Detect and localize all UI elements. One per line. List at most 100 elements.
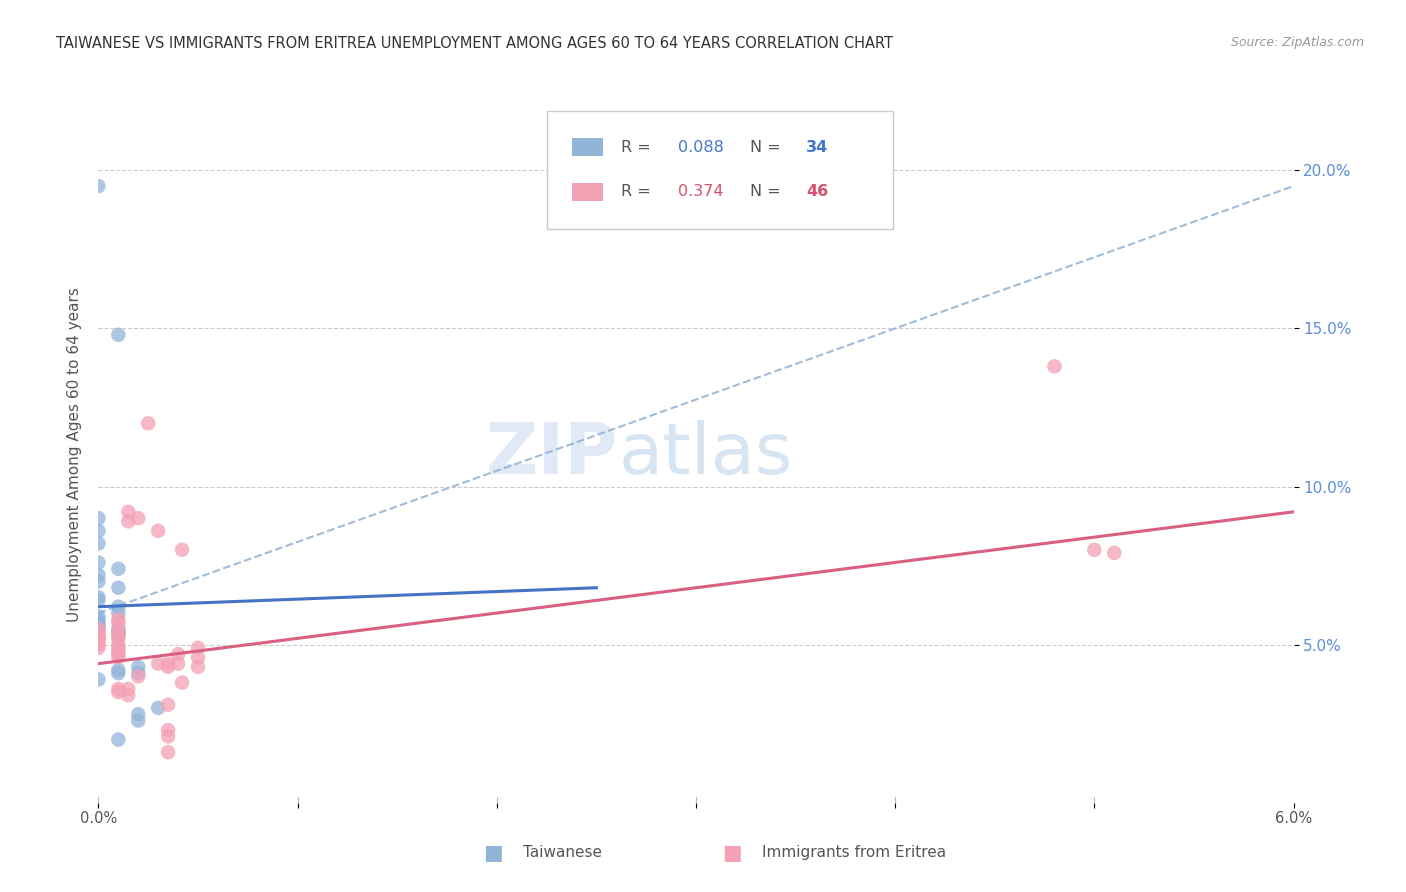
Point	[172, 542, 194, 557]
Point	[172, 675, 194, 690]
Point	[167, 647, 190, 661]
Point	[87, 574, 110, 589]
Point	[127, 666, 149, 681]
Point	[107, 681, 129, 696]
Text: 0.374: 0.374	[678, 185, 724, 200]
Point	[87, 618, 110, 632]
Text: R =: R =	[620, 140, 655, 155]
Point	[117, 505, 139, 519]
FancyBboxPatch shape	[572, 183, 603, 201]
FancyBboxPatch shape	[572, 138, 603, 156]
Point	[107, 615, 129, 630]
Point	[157, 745, 180, 759]
Point	[87, 612, 110, 626]
Point	[117, 688, 139, 702]
Point	[87, 622, 110, 636]
Point	[1043, 359, 1066, 374]
Point	[157, 660, 180, 674]
Point	[87, 615, 110, 630]
Point	[87, 511, 110, 525]
Point	[107, 562, 129, 576]
Point	[107, 327, 129, 342]
Point	[107, 732, 129, 747]
Point	[87, 609, 110, 624]
Point	[127, 511, 149, 525]
Point	[87, 618, 110, 632]
Y-axis label: Unemployment Among Ages 60 to 64 years: Unemployment Among Ages 60 to 64 years	[66, 287, 82, 623]
Point	[107, 628, 129, 642]
Point	[1104, 546, 1126, 560]
Point	[107, 581, 129, 595]
Point	[87, 628, 110, 642]
Point	[107, 625, 129, 640]
Point	[87, 632, 110, 646]
Point	[107, 622, 129, 636]
Point	[107, 632, 129, 646]
Point	[87, 591, 110, 605]
Point	[117, 681, 139, 696]
Point	[127, 707, 149, 722]
Point	[87, 625, 110, 640]
Text: atlas: atlas	[619, 420, 793, 490]
Point	[87, 556, 110, 570]
Text: ■: ■	[482, 843, 503, 863]
Text: 0.0%: 0.0%	[80, 811, 117, 826]
Point	[107, 638, 129, 652]
Text: Source: ZipAtlas.com: Source: ZipAtlas.com	[1230, 36, 1364, 49]
Point	[127, 669, 149, 683]
Text: 34: 34	[806, 140, 828, 155]
Point	[87, 179, 110, 194]
Point	[107, 622, 129, 636]
FancyBboxPatch shape	[547, 111, 893, 229]
Text: ZIP: ZIP	[486, 420, 619, 490]
Point	[187, 660, 209, 674]
Point	[107, 599, 129, 614]
Point	[107, 650, 129, 665]
Text: Immigrants from Eritrea: Immigrants from Eritrea	[762, 846, 946, 861]
Point	[87, 568, 110, 582]
Point	[87, 634, 110, 648]
Point	[87, 632, 110, 646]
Point	[87, 622, 110, 636]
Text: 6.0%: 6.0%	[1275, 811, 1312, 826]
Point	[187, 640, 209, 655]
Text: N =: N =	[749, 140, 786, 155]
Point	[87, 524, 110, 538]
Text: Taiwanese: Taiwanese	[523, 846, 602, 861]
Point	[107, 685, 129, 699]
Point	[148, 701, 170, 715]
Text: 0.088: 0.088	[678, 140, 724, 155]
Point	[87, 632, 110, 646]
Text: ■: ■	[721, 843, 742, 863]
Text: R =: R =	[620, 185, 655, 200]
Point	[107, 640, 129, 655]
Point	[187, 650, 209, 665]
Point	[136, 417, 159, 431]
Point	[87, 593, 110, 607]
Text: TAIWANESE VS IMMIGRANTS FROM ERITREA UNEMPLOYMENT AMONG AGES 60 TO 64 YEARS CORR: TAIWANESE VS IMMIGRANTS FROM ERITREA UNE…	[56, 36, 893, 51]
Point	[87, 673, 110, 687]
Point	[107, 625, 129, 640]
Point	[148, 524, 170, 538]
Point	[148, 657, 170, 671]
Point	[127, 660, 149, 674]
Point	[107, 612, 129, 626]
Point	[157, 730, 180, 744]
Point	[157, 723, 180, 737]
Point	[107, 666, 129, 681]
Point	[87, 536, 110, 550]
Point	[1083, 542, 1105, 557]
Point	[87, 628, 110, 642]
Point	[87, 640, 110, 655]
Point	[107, 628, 129, 642]
Point	[107, 606, 129, 620]
Point	[157, 657, 180, 671]
Point	[117, 514, 139, 528]
Point	[127, 714, 149, 728]
Text: 46: 46	[806, 185, 828, 200]
Text: N =: N =	[749, 185, 786, 200]
Point	[157, 698, 180, 712]
Point	[167, 657, 190, 671]
Point	[107, 644, 129, 658]
Point	[87, 638, 110, 652]
